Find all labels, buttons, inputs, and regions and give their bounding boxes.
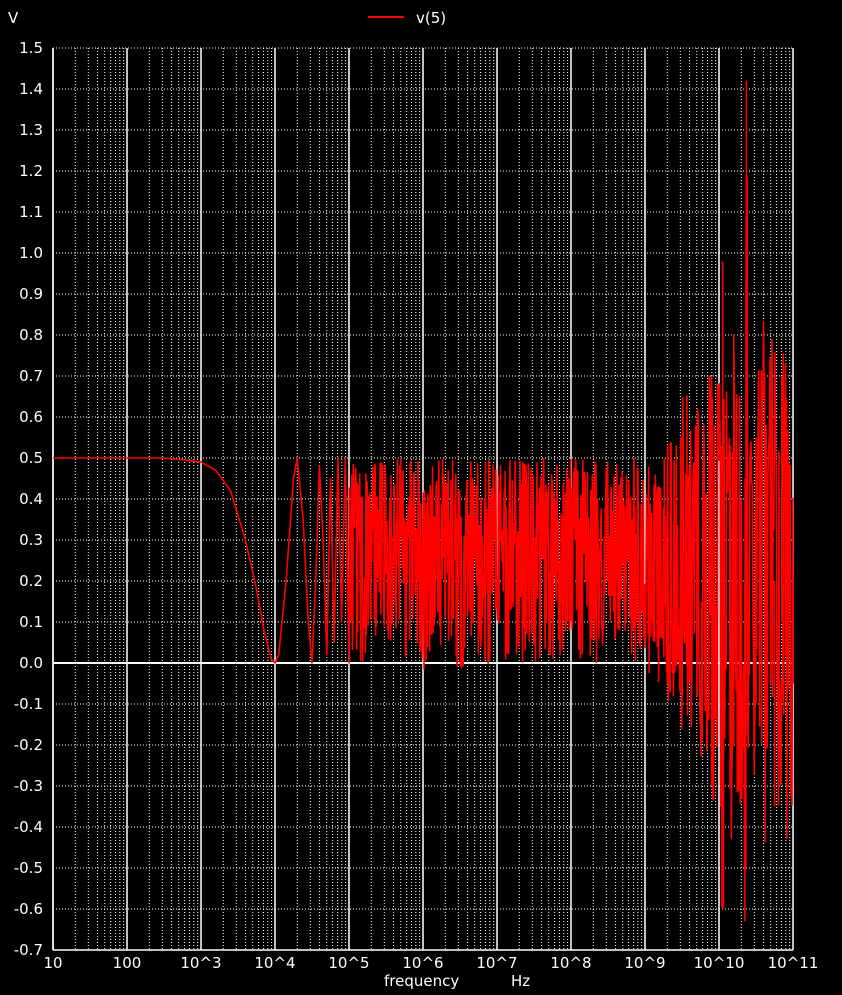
- x-tick-label: 10^10: [694, 954, 745, 972]
- x-tick-label: 100: [113, 954, 142, 972]
- y-tick-labels: -0.7 -0.6 -0.5 -0.4 -0.3 -0.2 -0.1 0.0 0.1 0.2 0.3…: [14, 39, 43, 959]
- x-tick-label: 10^8: [550, 954, 591, 972]
- axes: [52, 48, 793, 951]
- y-tick-label: 0.9: [19, 285, 43, 303]
- y-tick-label: -0.6: [14, 900, 43, 918]
- x-tick-labels: 10 100 10^3 10^4 10^5 10^6 10^7 10^8 10^9 10^10 10…: [43, 954, 818, 972]
- y-tick-label: -0.3: [14, 777, 43, 795]
- y-tick-label: 1.2: [19, 162, 43, 180]
- y-tick-label: 1.0: [19, 244, 43, 262]
- y-tick-label: -0.7: [14, 941, 43, 959]
- x-tick-label: 10^6: [402, 954, 443, 972]
- y-tick-label: 0.1: [19, 613, 43, 631]
- x-tick-label: 10^4: [254, 954, 295, 972]
- x-tick-label: 10^3: [180, 954, 221, 972]
- y-tick-label: 0.7: [19, 367, 43, 385]
- series-layer: [53, 80, 794, 922]
- y-tick-label: 0.6: [19, 408, 43, 426]
- y-tick-label: -0.4: [14, 818, 43, 836]
- y-tick-label: 0.2: [19, 572, 43, 590]
- y-tick-label: 0.8: [19, 326, 43, 344]
- x-axis-unit: Hz: [511, 972, 530, 990]
- x-tick-label: 10^5: [328, 954, 369, 972]
- x-axis-label: frequency: [384, 972, 459, 990]
- y-axis-label: V: [8, 9, 19, 27]
- y-tick-label: -0.2: [14, 736, 43, 754]
- x-tick-label: 10: [43, 954, 62, 972]
- x-tick-label: 10^11: [768, 954, 819, 972]
- y-tick-label: 0.5: [19, 449, 43, 467]
- y-tick-label: 1.1: [19, 203, 43, 221]
- legend: v(5): [368, 9, 446, 27]
- x-tick-label: 10^7: [476, 954, 517, 972]
- y-tick-label: -0.1: [14, 695, 43, 713]
- y-tick-label: 1.5: [19, 39, 43, 57]
- x-tick-label: 10^9: [624, 954, 665, 972]
- y-tick-label: 0.0: [19, 654, 43, 672]
- y-tick-label: 0.3: [19, 531, 43, 549]
- y-tick-label: 1.3: [19, 121, 43, 139]
- y-tick-label: 1.4: [19, 80, 43, 98]
- y-tick-label: 0.4: [19, 490, 43, 508]
- series-line-v5: [53, 176, 794, 909]
- legend-label: v(5): [416, 9, 446, 27]
- y-tick-label: -0.5: [14, 859, 43, 877]
